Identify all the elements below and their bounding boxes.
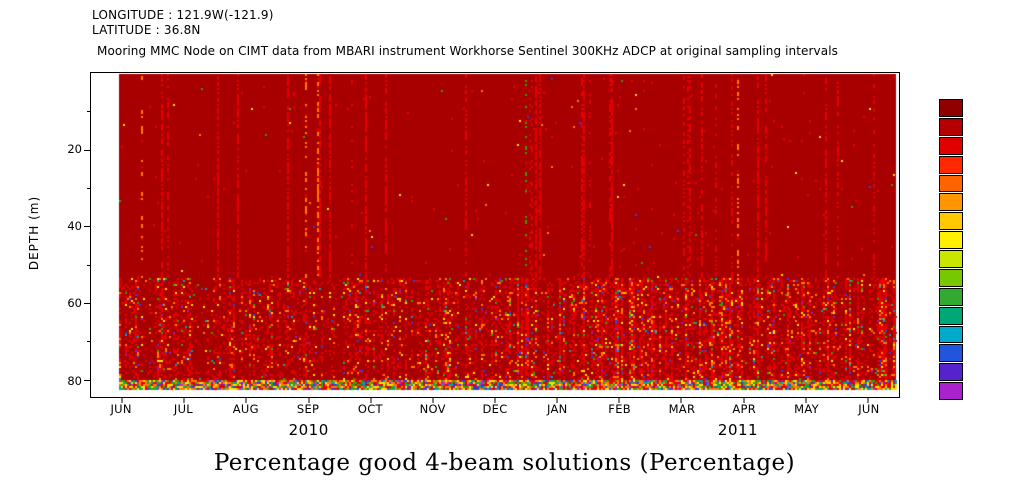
colorbar-block (939, 363, 963, 382)
y-axis-tick (84, 226, 91, 228)
colorbar-block (939, 136, 963, 155)
x-tick-label: OCT (357, 402, 383, 416)
x-tick-label: NOV (419, 402, 446, 416)
y-axis-title: DEPTH (m) (27, 195, 41, 271)
colorbar-block (939, 193, 963, 212)
colorbar-block (939, 231, 963, 249)
x-axis-tick (432, 397, 434, 403)
year-label: 2011 (717, 421, 759, 439)
x-tick-label: FEB (608, 402, 631, 416)
y-tick-label: 40 (67, 219, 82, 234)
x-tick-label: JAN (547, 402, 568, 416)
y-axis-tick (84, 379, 91, 381)
heatmap-plot (84, 72, 900, 403)
y-axis-minor-tick (87, 188, 91, 190)
x-tick-label: MAY (794, 402, 819, 416)
x-axis-tick (370, 397, 372, 403)
x-tick-label: SEP (296, 402, 320, 416)
x-axis-tick (867, 397, 869, 403)
y-axis-minor-tick (87, 341, 91, 343)
year-label: 2010 (288, 421, 329, 439)
heatmap-canvas (91, 73, 899, 397)
x-axis-tick (245, 397, 247, 403)
colorbar-block (939, 212, 963, 231)
colorbar-block (939, 174, 963, 193)
x-axis-tick (805, 397, 807, 403)
figure-caption: Percentage good 4-beam solutions (Percen… (213, 450, 796, 476)
colorbar (939, 99, 963, 400)
latitude-label: LATITUDE : 36.8N (92, 23, 201, 37)
x-axis-tick (743, 397, 745, 403)
y-tick-label: 80 (67, 373, 82, 388)
colorbar-block (939, 344, 963, 363)
colorbar-block (939, 382, 963, 400)
y-axis-minor-tick (87, 264, 91, 266)
colorbar-block (939, 306, 963, 325)
colorbar-block (939, 268, 963, 287)
x-axis-tick (556, 397, 558, 403)
x-axis-tick (183, 397, 185, 403)
x-tick-label: JUN (110, 402, 132, 416)
colorbar-block (939, 250, 963, 268)
x-tick-labels: JUN JUL AUG SEP OCT NOV DEC JAN FEB MAR APR MAY JUN (90, 402, 900, 416)
y-axis-tick (84, 149, 91, 151)
colorbar-block (939, 155, 963, 174)
coordinates-block: LONGITUDE : 121.9W(-121.9) LATITUDE : 36… (92, 8, 274, 38)
y-axis-minor-tick (87, 111, 91, 113)
x-axis-tick (680, 397, 682, 403)
y-tick-label: 20 (67, 142, 82, 157)
x-tick-label: JUN (858, 402, 880, 416)
colorbar-block (939, 325, 963, 344)
colorbar-block (939, 287, 963, 306)
x-axis-tick (308, 397, 310, 403)
y-axis-tick (84, 303, 91, 305)
x-axis-tick (618, 397, 620, 403)
x-tick-label: MAR (668, 402, 696, 416)
colorbar-block (939, 99, 963, 117)
x-axis-tick (121, 397, 123, 403)
colorbar-block (939, 117, 963, 136)
y-tick-labels: 20 40 60 80 (56, 72, 84, 398)
plot-title: Mooring MMC Node on CIMT data from MBARI… (97, 44, 839, 58)
x-tick-label: APR (732, 402, 757, 416)
longitude-label: LONGITUDE : 121.9W(-121.9) (92, 8, 274, 22)
year-labels: 2010 2011 (90, 421, 900, 441)
x-tick-label: AUG (232, 402, 259, 416)
y-tick-label: 60 (67, 296, 82, 311)
x-tick-label: DEC (482, 402, 508, 416)
x-axis-tick (494, 397, 496, 403)
x-tick-label: JUL (173, 402, 194, 416)
